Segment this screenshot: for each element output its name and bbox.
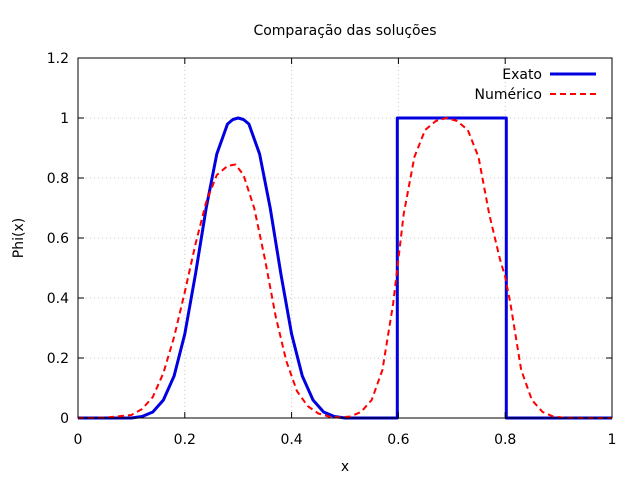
series-line-2 — [77, 117, 612, 419]
x-tick-label: 0.4 — [280, 432, 302, 448]
y-axis-label: Phi(x) — [11, 218, 27, 258]
grid — [77, 57, 613, 419]
x-tick-label: 0.6 — [387, 432, 409, 448]
y-tick-label: 0.4 — [47, 291, 69, 307]
legend: Exato Numérico — [474, 67, 596, 103]
series-lines — [77, 116, 612, 420]
x-tick-label: 0.8 — [494, 432, 516, 448]
series-line-1 — [78, 116, 612, 420]
x-tick-label: 0 — [74, 432, 83, 448]
y-tick-label: 0 — [60, 411, 69, 427]
chart-title: Comparação das soluções — [253, 23, 436, 39]
legend-label: Exato — [502, 67, 542, 83]
legend-label: Numérico — [474, 87, 542, 103]
x-axis-label: x — [341, 459, 349, 475]
y-tick-label: 0.6 — [47, 231, 69, 247]
y-tick-label: 0.2 — [47, 351, 69, 367]
y-tick-label: 1 — [60, 111, 69, 127]
axis-ticks: 0 0.2 0.4 0.6 0.8 1 0 0.2 0.4 0.6 0.8 1 1.2 — [47, 51, 617, 448]
x-tick-label: 0.2 — [174, 432, 196, 448]
x-tick-label: 1 — [608, 432, 617, 448]
y-tick-label: 0.8 — [47, 171, 69, 187]
y-tick-label: 1.2 — [47, 51, 69, 67]
